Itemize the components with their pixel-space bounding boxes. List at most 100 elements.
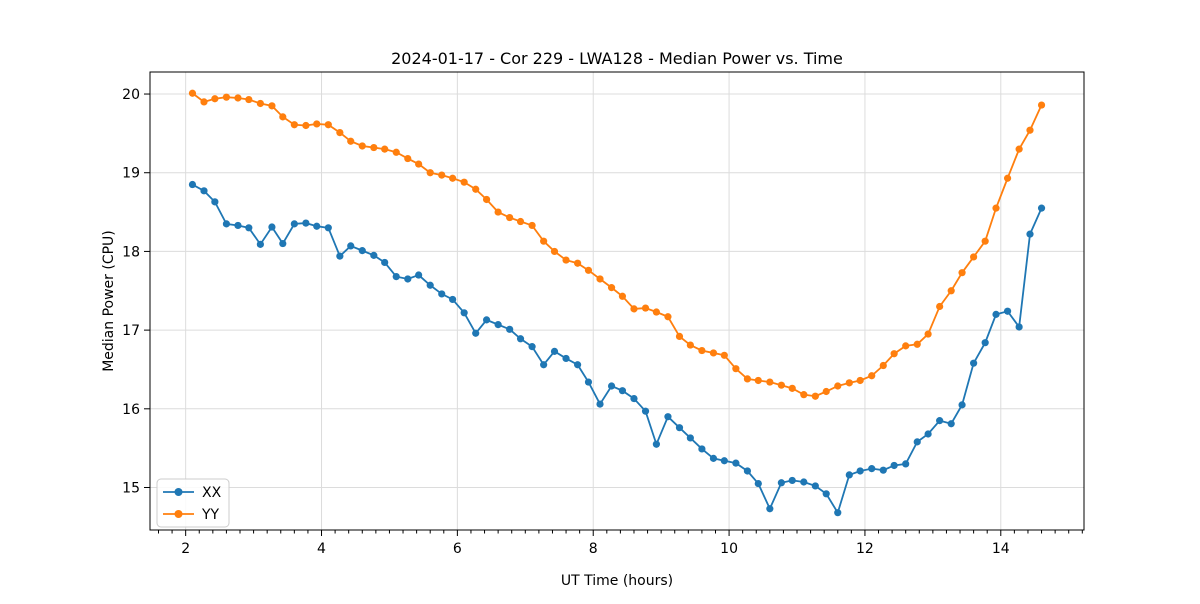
series-yy <box>188 89 1046 400</box>
data-point <box>540 237 548 245</box>
data-point <box>188 180 197 189</box>
data-point <box>506 325 514 333</box>
data-point <box>234 94 242 102</box>
data-point <box>562 354 570 363</box>
data-point <box>211 95 219 103</box>
x-axis-label: UT Time (hours) <box>561 573 673 589</box>
data-point <box>449 174 457 182</box>
data-point <box>279 239 287 248</box>
data-point <box>947 287 955 295</box>
data-point <box>188 89 197 97</box>
data-point <box>766 378 774 386</box>
data-point <box>574 361 582 369</box>
data-point <box>426 281 434 289</box>
legend-item-yy: YY <box>163 507 220 523</box>
data-point <box>336 252 344 260</box>
data-point <box>438 171 446 179</box>
data-point <box>324 224 332 232</box>
data-point <box>200 98 208 106</box>
data-point <box>732 459 740 467</box>
legend-marker-xx <box>174 488 183 496</box>
data-point <box>381 145 389 153</box>
legend-label-xx: XX <box>202 485 222 501</box>
data-point <box>472 185 480 193</box>
data-point <box>324 121 332 129</box>
data-point <box>879 466 887 474</box>
data-point <box>936 302 944 311</box>
data-point <box>720 351 728 359</box>
data-point <box>268 102 276 110</box>
x-tick-label: 8 <box>589 541 598 557</box>
data-point <box>834 509 842 517</box>
data-point <box>788 476 796 485</box>
data-point <box>800 478 808 486</box>
data-point <box>766 505 774 513</box>
data-point <box>686 434 694 442</box>
data-point <box>256 99 264 108</box>
data-point <box>641 304 650 312</box>
data-point <box>494 208 502 216</box>
data-point <box>698 346 706 355</box>
data-point <box>618 292 627 300</box>
data-point <box>381 258 389 267</box>
data-point <box>890 461 898 470</box>
data-point <box>222 220 231 228</box>
data-point <box>574 259 582 267</box>
data-point <box>675 424 684 432</box>
data-point <box>743 467 752 475</box>
x-tick-label: 6 <box>453 541 462 557</box>
data-point <box>370 251 378 259</box>
data-point <box>1037 101 1046 109</box>
data-point <box>652 308 661 316</box>
data-point <box>981 339 989 347</box>
data-point <box>438 290 446 298</box>
data-point <box>1015 145 1023 153</box>
data-point <box>652 440 661 448</box>
data-point <box>958 401 966 409</box>
data-point <box>279 113 287 121</box>
data-point <box>516 217 525 226</box>
data-point <box>528 221 536 230</box>
data-point <box>709 349 718 357</box>
data-point <box>947 420 955 428</box>
data-point <box>472 329 480 337</box>
legend: XX YY <box>156 478 230 528</box>
data-point <box>392 148 400 156</box>
data-point <box>664 313 672 321</box>
data-point <box>856 467 864 475</box>
y-tick-label: 18 <box>122 244 140 260</box>
data-point <box>618 387 627 395</box>
data-point <box>924 330 932 338</box>
legend-marker-yy <box>174 510 183 518</box>
tick-labels: 15 16 17 18 19 20 2 4 6 8 10 12 14 <box>122 87 1010 557</box>
data-point <box>200 187 208 195</box>
data-point <box>868 372 876 380</box>
data-point <box>992 204 1000 212</box>
data-point <box>732 365 740 373</box>
legend-label-yy: YY <box>201 507 220 523</box>
legend-item-xx: XX <box>163 485 222 501</box>
data-point <box>268 223 276 231</box>
data-point <box>211 198 219 206</box>
data-point <box>754 376 762 385</box>
data-point <box>777 381 785 389</box>
data-point <box>788 384 796 392</box>
data-point <box>494 321 502 329</box>
data-point <box>641 407 650 415</box>
series-line-xx <box>192 183 1043 515</box>
data-point <box>302 121 310 130</box>
data-point <box>743 375 752 383</box>
x-tick-label: 12 <box>856 541 874 557</box>
data-point <box>404 275 412 283</box>
data-point <box>1026 230 1034 238</box>
data-point <box>550 247 559 256</box>
data-point <box>562 256 570 264</box>
series-xx <box>188 180 1046 517</box>
y-tick-label: 15 <box>122 481 140 497</box>
data-point <box>890 350 898 358</box>
data-point <box>584 378 593 386</box>
data-point <box>426 169 434 177</box>
y-tick-label: 17 <box>122 323 140 339</box>
data-point <box>675 332 684 341</box>
